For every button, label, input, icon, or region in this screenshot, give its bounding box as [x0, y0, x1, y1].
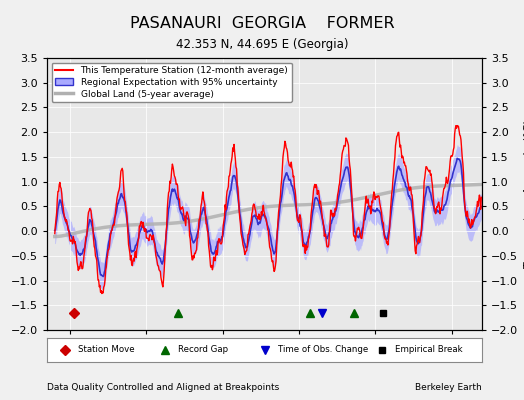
- Text: 42.353 N, 44.695 E (Georgia): 42.353 N, 44.695 E (Georgia): [176, 38, 348, 51]
- Text: Data Quality Controlled and Aligned at Breakpoints: Data Quality Controlled and Aligned at B…: [47, 383, 279, 392]
- Legend: This Temperature Station (12-month average), Regional Expectation with 95% uncer: This Temperature Station (12-month avera…: [52, 62, 292, 102]
- Text: PASANAURI  GEORGIA    FORMER: PASANAURI GEORGIA FORMER: [129, 16, 395, 31]
- Text: Berkeley Earth: Berkeley Earth: [416, 383, 482, 392]
- Text: Record Gap: Record Gap: [178, 346, 228, 354]
- Text: Time of Obs. Change: Time of Obs. Change: [278, 346, 368, 354]
- Text: Empirical Break: Empirical Break: [395, 346, 463, 354]
- Text: Station Move: Station Move: [78, 346, 134, 354]
